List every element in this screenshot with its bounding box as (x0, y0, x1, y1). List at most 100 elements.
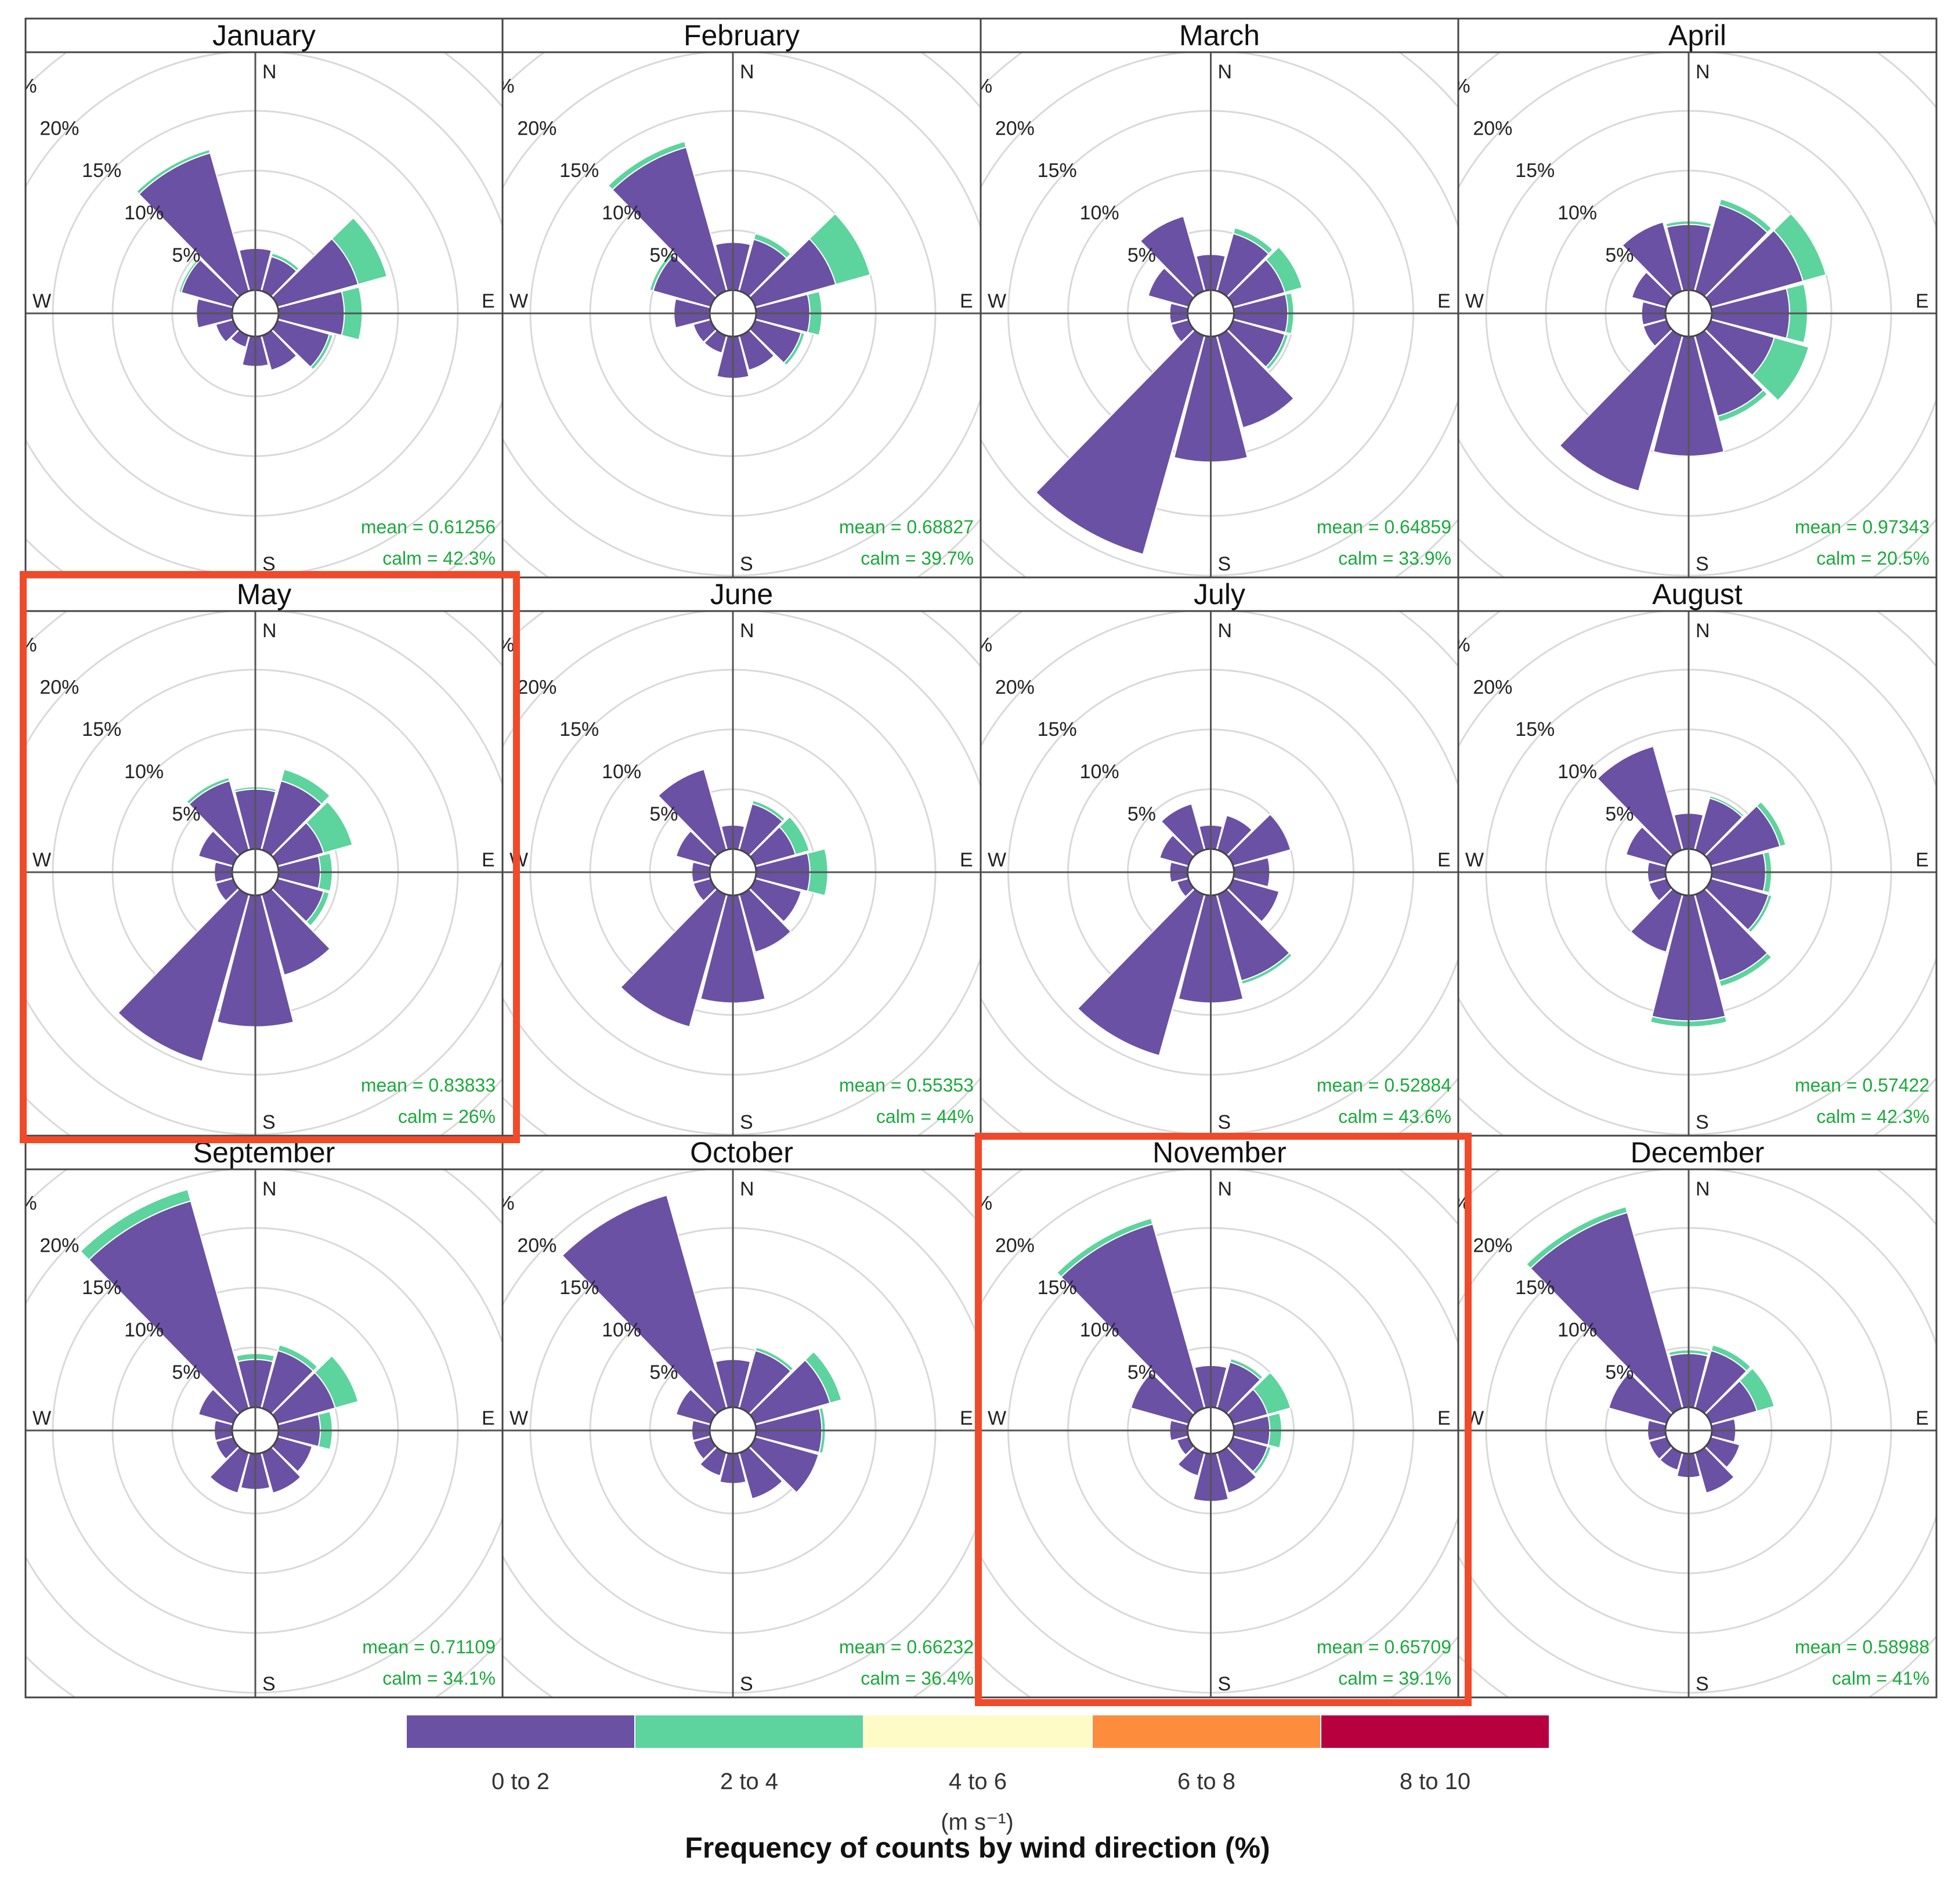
ring-label: 10% (1080, 202, 1119, 224)
petal-bar (1751, 337, 1810, 402)
ring-label: 25% (953, 75, 992, 97)
panel-title-strip (501, 17, 982, 53)
mean-label: mean = 0.52884 (1317, 1075, 1451, 1096)
petal-bar (1525, 1206, 1628, 1270)
panel-title: April (1668, 19, 1726, 52)
ring-label: 15% (1038, 1277, 1077, 1299)
ring-label: 20% (517, 676, 556, 698)
compass-w: W (1465, 849, 1484, 871)
ring-label: 10% (602, 1319, 641, 1341)
compass-s: S (1218, 1111, 1231, 1133)
petal-bar (1265, 333, 1289, 371)
ring-label: 20% (995, 676, 1035, 698)
petal-bar (233, 786, 277, 793)
ring-label: 15% (82, 160, 121, 182)
ring-label: 15% (1515, 160, 1555, 182)
compass-s: S (262, 553, 276, 575)
compass-w: W (988, 290, 1006, 312)
compass-e: E (960, 1407, 973, 1429)
petal-bar (1747, 894, 1773, 934)
compass-n: N (1218, 620, 1233, 642)
petal-bar (1718, 198, 1773, 234)
compass-s: S (1696, 1111, 1709, 1133)
compass-n: N (1696, 61, 1710, 83)
ring-label: 25% (475, 634, 515, 656)
petal-bar (1718, 952, 1773, 988)
ring-label: 15% (559, 1277, 599, 1299)
compass-e: E (482, 1407, 495, 1429)
petal-bar (270, 252, 300, 272)
ring-label: 10% (602, 761, 641, 783)
compass-e: E (482, 290, 495, 312)
petal-bar (1739, 1367, 1775, 1412)
ring-label: 10% (124, 202, 164, 224)
calm-label: calm = 42.3% (382, 548, 496, 569)
petal-bar (778, 815, 810, 855)
panel-title-strip (1457, 1135, 1938, 1170)
compass-s: S (262, 1111, 276, 1133)
mean-label: mean = 0.83833 (361, 1075, 496, 1096)
ring-label: 15% (1515, 1277, 1555, 1299)
panel-title: February (684, 19, 800, 52)
compass-n: N (1696, 1178, 1710, 1200)
compass-e: E (1437, 849, 1451, 871)
calm-label: calm = 34.1% (382, 1668, 496, 1689)
petal-bar (561, 1194, 728, 1415)
calm-label: calm = 43.6% (1338, 1106, 1451, 1127)
petal-bar (607, 140, 687, 191)
compass-e: E (1916, 290, 1929, 312)
petal-bar (1240, 952, 1293, 985)
ring-label: 20% (1473, 1234, 1512, 1256)
compass-n: N (1218, 1178, 1233, 1200)
chart-title: Frequency of counts by wind direction (%… (685, 1831, 1270, 1864)
petal-bar (1056, 1217, 1154, 1278)
mean-label: mean = 0.65709 (1317, 1636, 1451, 1657)
panel-title-strip (501, 576, 982, 612)
petal-bar (808, 212, 872, 286)
petal-bar (1232, 227, 1274, 255)
legend-label: 0 to 2 (492, 1769, 550, 1794)
petal-bar (753, 233, 792, 259)
panel-title-strip (1457, 576, 1938, 612)
ring-label: 15% (82, 718, 121, 740)
ring-label: 20% (1473, 676, 1512, 698)
panel-title-strip (980, 17, 1459, 53)
legend-swatch (406, 1714, 635, 1749)
petal-bar (1252, 1446, 1272, 1475)
petal-bar (305, 801, 353, 854)
petal-bar (280, 768, 331, 805)
ring-label: 20% (1473, 117, 1512, 139)
compass-s: S (740, 553, 753, 575)
calm-label: calm = 41% (1832, 1668, 1929, 1689)
ring-label: 15% (559, 160, 599, 182)
compass-e: E (960, 290, 973, 312)
ring-label: 25% (475, 1193, 515, 1215)
compass-w: W (1465, 290, 1484, 312)
compass-n: N (1218, 61, 1233, 83)
compass-e: E (960, 849, 973, 871)
petal-bar (783, 331, 806, 367)
mean-label: mean = 0.68827 (839, 516, 974, 537)
petal-bar (804, 1350, 843, 1404)
compass-n: N (262, 620, 277, 642)
panel-title: May (237, 578, 291, 610)
panel-title-strip (24, 17, 504, 53)
ring-label: 5% (172, 1361, 200, 1383)
ring-label: 5% (1605, 244, 1634, 266)
panel-title: July (1194, 578, 1245, 610)
mean-label: mean = 0.61256 (361, 516, 496, 537)
panel-title-strip (980, 576, 1459, 612)
calm-label: calm = 20.5% (1816, 548, 1929, 569)
ring-label: 20% (39, 1234, 79, 1256)
legend-swatch (634, 1714, 864, 1749)
mean-label: mean = 0.66232 (839, 1636, 974, 1657)
compass-s: S (1696, 1673, 1709, 1695)
petal-bar (1710, 1344, 1752, 1372)
